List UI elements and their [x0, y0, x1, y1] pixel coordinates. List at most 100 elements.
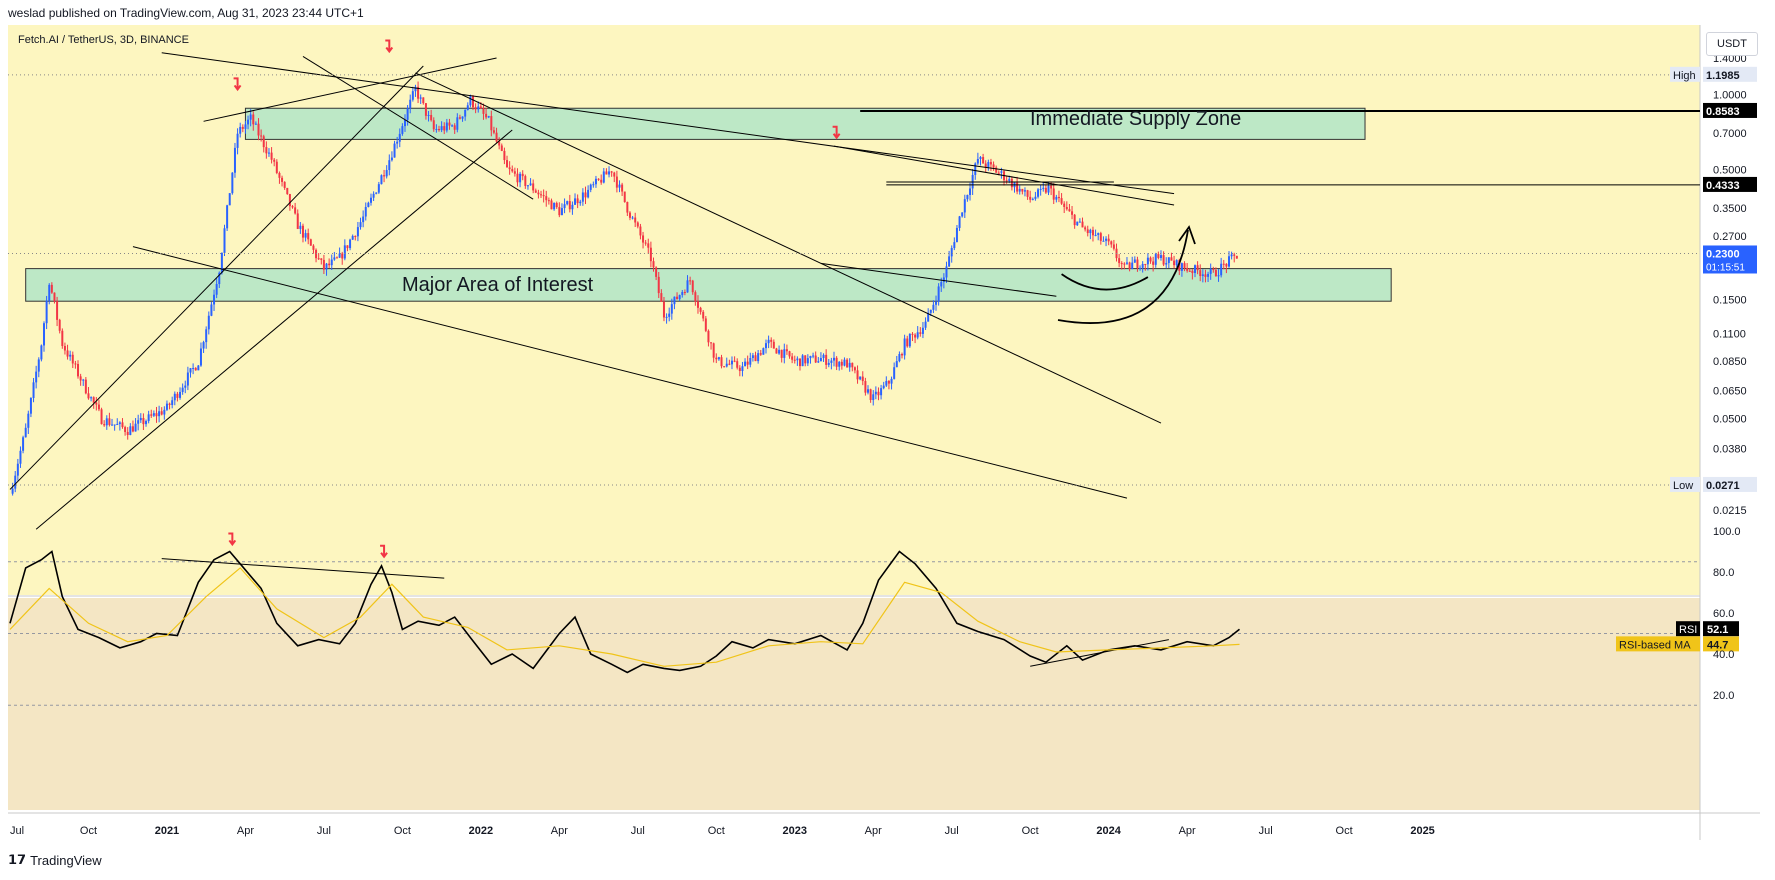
candle-down	[989, 162, 992, 165]
candle-up	[231, 172, 234, 194]
candle-down	[736, 361, 739, 368]
price-label-countdown: 01:15:51	[1706, 262, 1745, 273]
price-trendline	[833, 145, 1175, 206]
candle-up	[137, 420, 140, 424]
candle-up	[22, 437, 25, 451]
candle-down	[534, 190, 537, 193]
candle-down	[919, 332, 922, 334]
candle-up	[173, 393, 176, 401]
candle-up	[189, 368, 192, 373]
candle-down	[79, 376, 82, 381]
rsi-tick-label: 60.0	[1713, 608, 1734, 620]
candle-up	[916, 332, 919, 338]
x-tick-label: Jul	[10, 825, 24, 837]
candle-down	[1063, 203, 1066, 207]
candle-up	[401, 126, 404, 134]
candle-up	[1131, 262, 1134, 270]
candle-down	[869, 389, 872, 401]
rsi-tick-label: 80.0	[1713, 567, 1734, 579]
candle-down	[770, 339, 773, 342]
price-trendline	[415, 72, 1162, 424]
candle-down	[1060, 198, 1063, 204]
candle-down	[1144, 263, 1147, 265]
price-label-name: High	[1673, 70, 1696, 82]
y-tick-label: 0.3500	[1713, 203, 1747, 215]
candle-up	[372, 193, 375, 198]
candle-up	[581, 192, 584, 202]
candle-up	[822, 354, 825, 359]
peak-marker-arrow	[385, 39, 394, 54]
candle-up	[885, 380, 888, 386]
candle-down	[864, 381, 867, 393]
candle-up	[367, 202, 370, 207]
candle-up	[152, 413, 155, 416]
rsi-axis: 100.0 80.0 60.0 40.0 20.0	[1713, 526, 1741, 702]
rsi-tick-label: 100.0	[1713, 526, 1741, 538]
candle-up	[419, 97, 422, 99]
candle-up	[966, 194, 969, 200]
candle-down	[100, 409, 103, 425]
x-tick-label: Jul	[317, 825, 331, 837]
candle-down	[241, 126, 244, 129]
candle-down	[861, 376, 864, 382]
candle-up	[1076, 221, 1079, 226]
candle-down	[1112, 244, 1115, 249]
candle-up	[867, 389, 870, 393]
candle-up	[1078, 221, 1081, 223]
y-tick-label: 0.0380	[1713, 443, 1747, 455]
candle-down	[252, 114, 255, 125]
candle-down	[521, 173, 524, 177]
candle-up	[409, 99, 412, 109]
candle-down	[887, 380, 890, 384]
candle-up	[218, 272, 221, 285]
candle-down	[168, 403, 171, 405]
footer: 𝟭𝟳 TradingView	[8, 852, 102, 868]
candle-down	[286, 187, 289, 195]
candle-up	[247, 119, 250, 125]
rsi-line	[9, 550, 1240, 674]
candle-up	[414, 86, 417, 92]
candle-down	[495, 132, 498, 142]
candle-down	[652, 261, 655, 268]
candle-down	[506, 160, 509, 168]
candle-up	[451, 125, 454, 127]
candle-down	[417, 86, 420, 99]
x-tick-label: Apr	[1179, 825, 1196, 837]
candle-up	[571, 204, 574, 210]
candle-up	[974, 163, 977, 175]
candle-up	[207, 315, 210, 330]
candle-down	[798, 358, 801, 367]
candle-down	[422, 97, 425, 104]
candle-down	[785, 349, 788, 352]
candle-down	[1196, 265, 1199, 271]
candle-down	[615, 176, 618, 188]
candle-down	[754, 355, 757, 362]
x-tick-label: 2021	[155, 825, 179, 837]
candle-up	[950, 248, 953, 257]
candle-up	[751, 355, 754, 359]
candle-down	[901, 354, 904, 356]
candle-up	[304, 233, 307, 238]
candle-down	[1222, 263, 1225, 265]
candle-up	[1201, 274, 1204, 277]
candle-up	[678, 295, 681, 300]
rsi-label-name: RSI	[1679, 624, 1697, 636]
candle-down	[92, 397, 95, 403]
candle-down	[856, 370, 859, 380]
candle-up	[333, 257, 336, 260]
candle-up	[830, 360, 833, 363]
candle-down	[1235, 255, 1238, 259]
candle-down	[320, 258, 323, 260]
candle-down	[490, 116, 493, 131]
candle-down	[1073, 214, 1076, 226]
currency-selector[interactable]: USDT	[1706, 32, 1758, 56]
candle-down	[655, 267, 658, 277]
candle-down	[479, 106, 482, 109]
candle-up	[239, 126, 242, 134]
candle-up	[592, 184, 595, 186]
candle-up	[249, 114, 252, 120]
candle-down	[317, 258, 320, 260]
currency-label: USDT	[1717, 38, 1747, 50]
candle-up	[717, 357, 720, 360]
